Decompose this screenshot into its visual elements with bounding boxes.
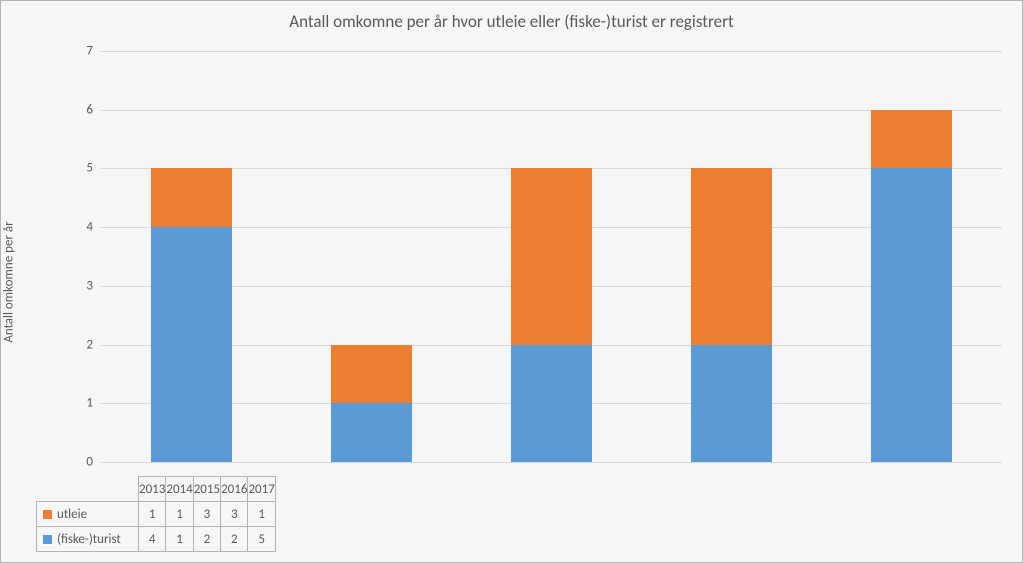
- bar-group: [331, 51, 412, 462]
- bar-group: [691, 51, 772, 462]
- y-tick-label: 4: [86, 220, 101, 235]
- data-cell: 1: [166, 527, 193, 552]
- y-tick-label: 5: [86, 161, 101, 176]
- y-tick-label: 3: [86, 278, 101, 293]
- data-cell: 4: [139, 527, 166, 552]
- category-header: 2016: [221, 477, 248, 502]
- bar-segment: [511, 345, 592, 462]
- series-label-cell: (fiske-)turist: [37, 527, 139, 552]
- y-tick-label: 1: [86, 396, 101, 411]
- category-header: 2013: [139, 477, 166, 502]
- legend-swatch: [43, 510, 52, 519]
- chart-title: Antall omkomne per år hvor utleie eller …: [1, 11, 1022, 32]
- data-cell: 3: [221, 502, 248, 527]
- bar-segment: [151, 168, 232, 227]
- table-row: (fiske-)turist41225: [37, 527, 276, 552]
- chart-container: Antall omkomne per år hvor utleie eller …: [0, 0, 1023, 563]
- data-cell: 2: [221, 527, 248, 552]
- y-tick-label: 0: [86, 455, 101, 470]
- series-label-text: utleie: [57, 507, 87, 522]
- legend-swatch: [43, 535, 52, 544]
- bar-group: [151, 51, 232, 462]
- plot-area: 01234567: [101, 51, 1002, 462]
- bar-segment: [691, 345, 772, 462]
- bar-segment: [511, 168, 592, 344]
- data-table: 20132014201520162017utleie11331(fiske-)t…: [36, 476, 276, 552]
- y-axis-label: Antall omkomne per år: [2, 221, 17, 342]
- bar-segment: [871, 168, 952, 462]
- series-label-cell: utleie: [37, 502, 139, 527]
- data-cell: 1: [139, 502, 166, 527]
- table-header-row: 20132014201520162017: [37, 477, 276, 502]
- series-label-text: (fiske-)turist: [57, 532, 121, 547]
- data-cell: 1: [248, 502, 275, 527]
- data-cell: 2: [193, 527, 220, 552]
- gridline: [101, 462, 1002, 463]
- bar-segment: [331, 403, 412, 462]
- bar-segment: [331, 345, 412, 404]
- category-header: 2015: [193, 477, 220, 502]
- category-header: 2014: [166, 477, 193, 502]
- bar-group: [511, 51, 592, 462]
- bar-segment: [871, 110, 952, 169]
- y-tick-label: 6: [86, 102, 101, 117]
- y-tick-label: 2: [86, 337, 101, 352]
- category-header: 2017: [248, 477, 275, 502]
- data-cell: 1: [166, 502, 193, 527]
- bar-segment: [151, 227, 232, 462]
- bar-segment: [691, 168, 772, 344]
- data-cell: 5: [248, 527, 275, 552]
- table-row: utleie11331: [37, 502, 276, 527]
- data-cell: 3: [193, 502, 220, 527]
- bar-group: [871, 51, 952, 462]
- table-corner-cell: [37, 477, 139, 502]
- y-tick-label: 7: [86, 44, 101, 59]
